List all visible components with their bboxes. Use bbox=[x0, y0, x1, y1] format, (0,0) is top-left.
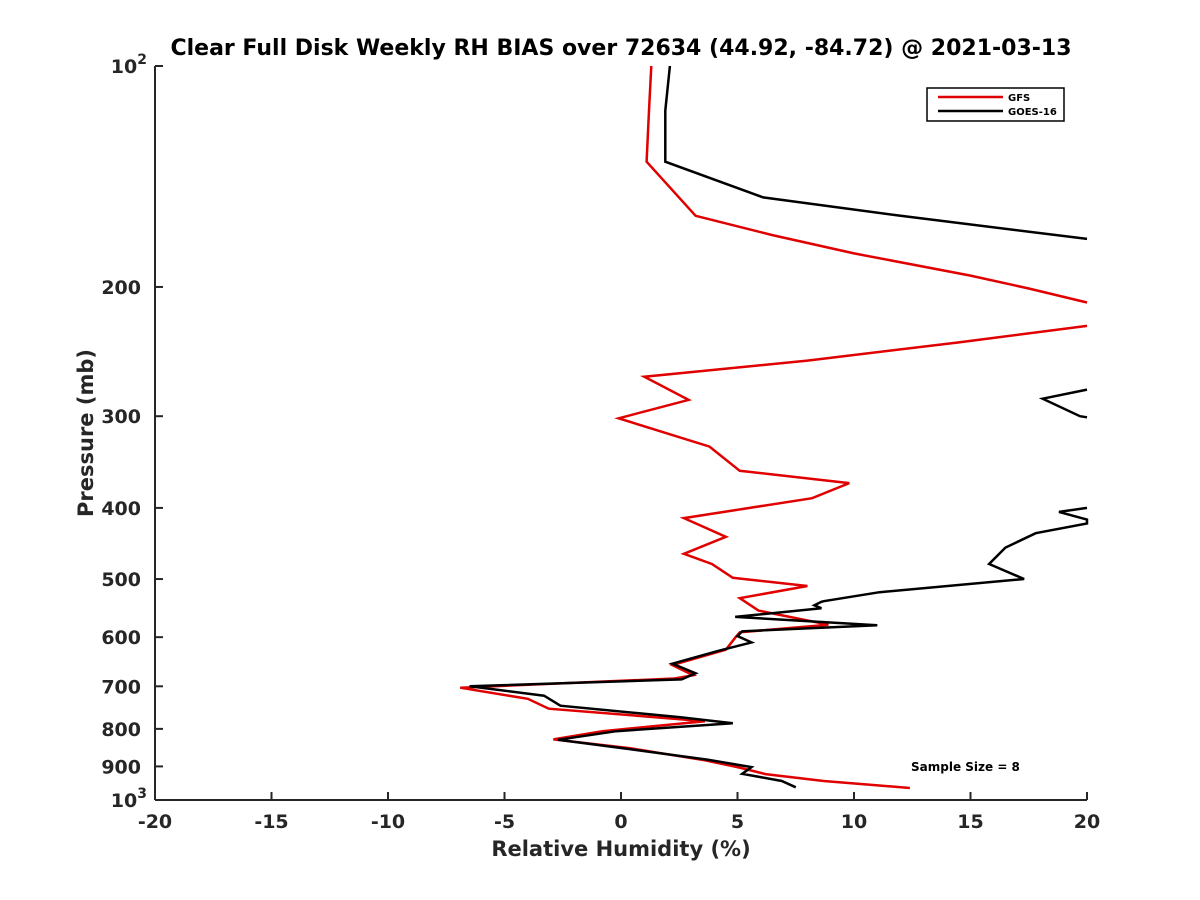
legend: GFS GOES-16 bbox=[926, 87, 1065, 122]
y-tick-label-power: 102 bbox=[111, 52, 147, 78]
x-tick-label: -10 bbox=[371, 811, 405, 833]
chart-title: Clear Full Disk Weekly RH BIAS over 7263… bbox=[170, 36, 1071, 61]
x-tick-label: -20 bbox=[138, 811, 172, 833]
legend-label-goes16: GOES-16 bbox=[1008, 107, 1057, 118]
y-tick-label: 300 bbox=[101, 406, 141, 428]
x-axis-title: Relative Humidity (%) bbox=[491, 837, 750, 861]
y-tick-label: 600 bbox=[101, 627, 141, 649]
x-tick-label: -15 bbox=[254, 811, 288, 833]
series-line-gfs-segment-2 bbox=[459, 324, 1088, 790]
series-line-goes16-segment-3 bbox=[469, 506, 1089, 789]
legend-box bbox=[926, 87, 1065, 122]
x-ticks: -20 -15 -10 -5 0 5 10 15 20 bbox=[138, 792, 1100, 833]
x-tick-label: 5 bbox=[731, 811, 744, 833]
y-tick-label: 800 bbox=[101, 719, 141, 741]
series-line-gfs-segment-1 bbox=[645, 65, 1088, 304]
x-tick-label: 20 bbox=[1074, 811, 1100, 833]
x-tick-label: 15 bbox=[957, 811, 983, 833]
y-tick-label: 400 bbox=[101, 498, 141, 520]
y-tick-label: 200 bbox=[101, 277, 141, 299]
series-line-goes16-segment-2 bbox=[1038, 388, 1088, 419]
y-ticks: 200 300 400 500 600 700 800 900 102 103 bbox=[101, 52, 163, 812]
sample-size-annotation: Sample Size = 8 bbox=[911, 760, 1020, 774]
series-layer bbox=[459, 65, 1089, 790]
x-tick-label: 0 bbox=[614, 811, 627, 833]
x-tick-label: -5 bbox=[494, 811, 515, 833]
x-tick-label: 10 bbox=[841, 811, 867, 833]
y-tick-label: 700 bbox=[101, 676, 141, 698]
y-tick-label: 500 bbox=[101, 569, 141, 591]
y-tick-label-power: 103 bbox=[111, 786, 147, 812]
y-axis-title: Pressure (mb) bbox=[74, 349, 98, 517]
legend-label-gfs: GFS bbox=[1008, 93, 1030, 104]
y-tick-label: 900 bbox=[101, 756, 141, 778]
series-line-goes16-segment-1 bbox=[664, 65, 1088, 241]
